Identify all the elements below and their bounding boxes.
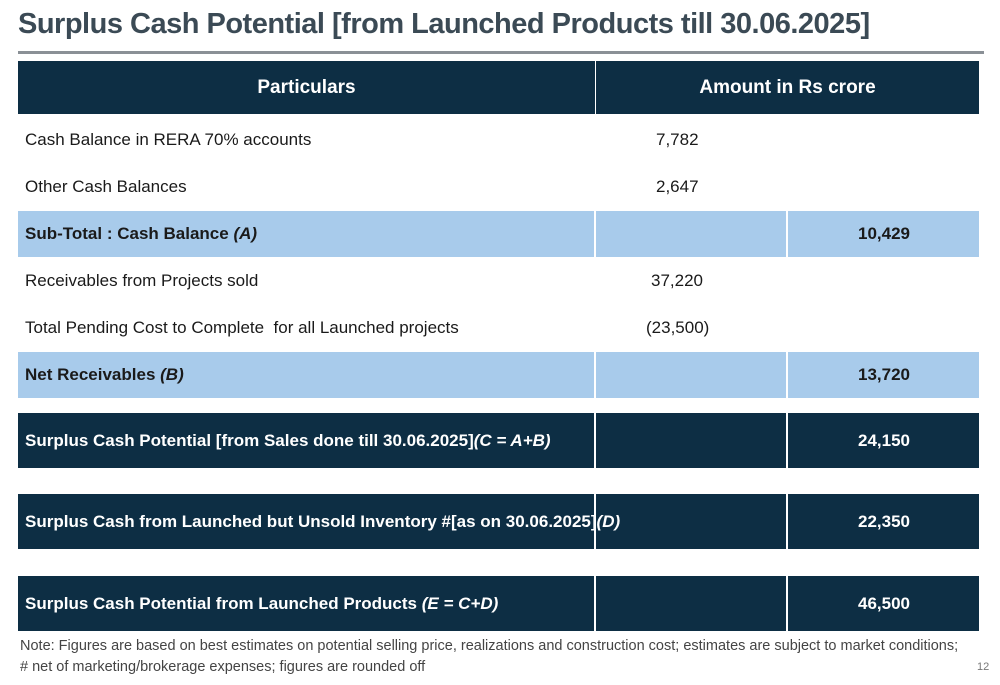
row-label-tag: (D) [596,511,621,531]
row-total: 10,429 [858,224,910,243]
row-label-text: Net Receivables [25,365,156,384]
table-row: Total Pending Cost to Complete for all L… [18,305,979,351]
total-row: Surplus Cash Potential [from Sales done … [18,413,979,468]
row-amount: 7,782 [656,130,699,149]
row-label: Net Receivables (B) [18,352,596,398]
row-total [788,117,979,163]
page-title: Surplus Cash Potential [from Launched Pr… [18,8,870,40]
row-amount: 2,647 [656,177,699,196]
table-row: Receivables from Projects sold 37,220 [18,258,979,304]
row-amount: 37,220 [651,271,703,290]
row-label: Surplus Cash from Launched but Unsold In… [18,494,620,549]
row-total [788,164,979,210]
subtotal-row: Sub-Total : Cash Balance (A) 10,429 [18,211,979,257]
row-amount [596,576,788,631]
row-label: Surplus Cash Potential [from Sales done … [18,413,596,468]
table-row: Other Cash Balances 2,647 [18,164,979,210]
title-divider [18,51,984,54]
row-amount [596,494,788,549]
row-label: Other Cash Balances [25,177,187,196]
subtotal-row: Net Receivables (B) 13,720 [18,352,979,398]
row-amount [596,352,788,398]
row-total: 13,720 [858,365,910,384]
footnote: Note: Figures are based on best estimate… [20,636,958,678]
row-total: 22,350 [858,511,910,531]
row-amount: (23,500) [646,318,710,337]
row-label: Receivables from Projects sold [25,271,259,290]
row-label: Sub-Total : Cash Balance (A) [18,211,596,257]
row-total: 46,500 [858,593,910,613]
header-amount: Amount in Rs crore [699,76,876,98]
footnote-line: Note: Figures are based on best estimate… [20,638,959,654]
row-label-text: Surplus Cash from Launched but Unsold In… [25,511,597,531]
table-row: Cash Balance in RERA 70% accounts 7,782 [18,117,979,163]
page-number: 12 [977,661,990,673]
row-label-tag: (A) [233,224,258,243]
row-total [788,305,979,351]
row-amount [596,211,788,257]
row-label-tag: (B) [160,365,184,384]
row-label-tag: (E = C+D) [421,593,499,613]
row-label-text: Sub-Total : Cash Balance [25,224,229,243]
row-label-text: Surplus Cash Potential [from Sales done … [25,430,474,450]
row-amount [596,413,788,468]
row-label: Total Pending Cost to Complete for all L… [25,318,459,337]
total-row: Surplus Cash from Launched but Unsold In… [18,494,979,549]
table-header: Particulars Amount in Rs crore [18,61,979,114]
row-label: Surplus Cash Potential from Launched Pro… [18,576,596,631]
row-label-tag: (C = A+B) [473,430,551,450]
header-particulars: Particulars [18,61,596,114]
row-label: Cash Balance in RERA 70% accounts [25,130,312,149]
row-label-text: Surplus Cash Potential from Launched Pro… [25,593,417,613]
row-total: 24,150 [858,430,910,450]
footnote-line: # net of marketing/brokerage expenses; f… [20,659,426,675]
row-total [788,258,979,304]
total-row: Surplus Cash Potential from Launched Pro… [18,576,979,631]
